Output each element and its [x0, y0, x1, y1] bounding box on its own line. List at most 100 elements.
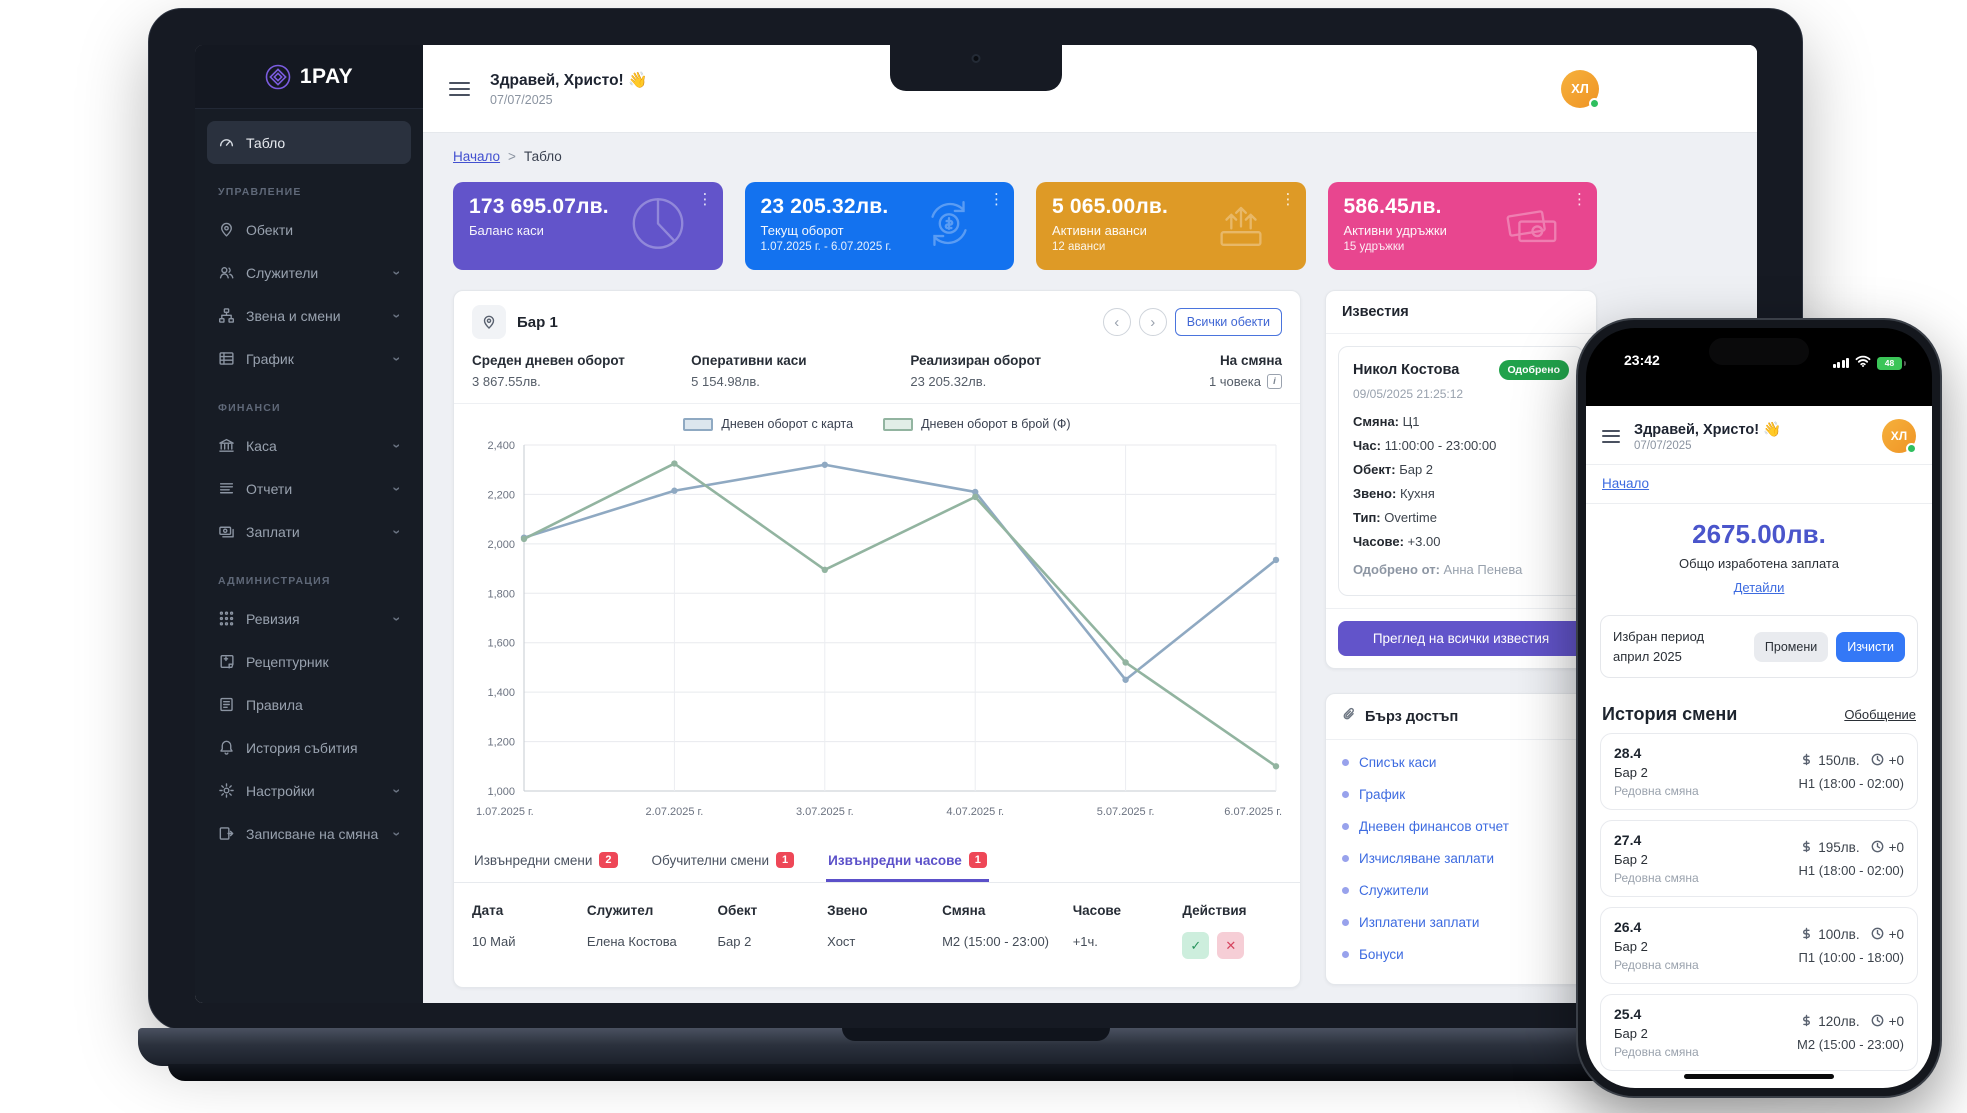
notification-detail-value: 11:00:00 - 23:00:00: [1384, 438, 1497, 454]
breadcrumb-current: Табло: [523, 149, 562, 164]
breadcrumb-home-link[interactable]: Начало: [453, 149, 501, 164]
tab-label: Извънредни смени: [474, 852, 593, 868]
sidebar-item-rules[interactable]: Правила: [207, 683, 411, 726]
quick-access-link[interactable]: Списък каси: [1359, 754, 1437, 770]
shift-history-card[interactable]: 25.4 Бар 2 Редовна смяна 120лв. +0 М2 (15:00 …: [1600, 994, 1918, 1071]
quick-access-item[interactable]: Изчисляване заплати: [1342, 842, 1580, 874]
clear-period-button[interactable]: Изчисти: [1836, 631, 1905, 662]
sidebar-item-report[interactable]: Отчети ›: [207, 467, 411, 510]
chevron-down-icon: ›: [389, 788, 406, 793]
avatar-initials: ХЛ: [1571, 81, 1589, 96]
dollar-icon: [1800, 840, 1813, 856]
sidebar-item-label: Настройки: [246, 782, 315, 799]
sidebar-item-label: Обекти: [246, 221, 294, 238]
quick-access-link[interactable]: График: [1359, 786, 1406, 802]
users-icon: [218, 264, 235, 281]
approve-button[interactable]: ✓: [1182, 932, 1210, 959]
quick-access-item[interactable]: Служители: [1342, 874, 1580, 906]
history-title: История смени: [1602, 704, 1738, 724]
quick-access-link[interactable]: Служители: [1359, 882, 1429, 898]
clock-icon: [1871, 753, 1884, 769]
report-icon: [218, 480, 235, 497]
quick-access-link[interactable]: Изчисляване заплати: [1359, 850, 1495, 866]
stat-card[interactable]: ⋮ 5 065.00лв. Активни аванси 12 аванси: [1036, 182, 1306, 270]
kebab-menu-icon[interactable]: ⋮: [989, 191, 1004, 208]
quick-access-link[interactable]: Бонуси: [1359, 946, 1404, 962]
sidebar-item-org[interactable]: Звена и смени ›: [207, 294, 411, 337]
shift-history-card[interactable]: 28.4 Бар 2 Редовна смяна 150лв. +0 Н1 (18:00 …: [1600, 733, 1918, 810]
panel-stat-number: 3 867.55лв.: [472, 374, 541, 389]
svg-text:2,000: 2,000: [487, 539, 515, 551]
panel-stats-row: Среден дневен оборот 3 867.55лв. Оперативн…: [454, 351, 1300, 404]
quick-access-link[interactable]: Изплатени заплати: [1359, 914, 1480, 930]
stat-card[interactable]: ⋮ 586.45лв. Активни удръжки 15 удръжки: [1327, 182, 1597, 270]
sidebar-item-label: Табло: [246, 134, 286, 151]
hamburger-menu-icon[interactable]: [449, 78, 470, 100]
tab-active[interactable]: Извънредни часове 1: [826, 842, 989, 882]
kebab-menu-icon[interactable]: ⋮: [1280, 191, 1296, 208]
phone-hamburger-menu-icon[interactable]: [1602, 426, 1620, 446]
sidebar-item-bank[interactable]: Каса ›: [207, 424, 411, 467]
shift-history-card[interactable]: 27.4 Бар 2 Редовна смяна 195лв. +0 Н1 (18:00 …: [1600, 820, 1918, 897]
home-indicator[interactable]: [1684, 1074, 1834, 1079]
notification-detail-label: Обект:: [1353, 462, 1396, 478]
stat-card-label: Активни удръжки: [1343, 223, 1447, 238]
sidebar-item-table[interactable]: График ›: [207, 337, 411, 380]
sidebar-item-bell[interactable]: История събития: [207, 726, 411, 769]
kebab-menu-icon[interactable]: ⋮: [697, 191, 713, 208]
notification-detail-label: Час:: [1353, 438, 1381, 454]
tab-item[interactable]: Обучителни смени 1: [650, 842, 797, 882]
phone-user-avatar[interactable]: ХЛ: [1882, 419, 1917, 454]
tab-count-badge: 1: [776, 852, 795, 868]
sidebar-item-gauge[interactable]: Табло: [207, 121, 411, 164]
quick-access-item[interactable]: Списък каси: [1342, 746, 1580, 778]
quick-access-item[interactable]: Изплатени заплати: [1342, 906, 1580, 938]
shift-time-range: М2 (15:00 - 23:00): [1797, 1036, 1904, 1052]
sidebar-item-salary[interactable]: Заплати ›: [207, 510, 411, 553]
tab-count-badge: 1: [968, 852, 987, 868]
chevron-down-icon: ›: [389, 831, 406, 836]
tab-item[interactable]: Извънредни смени 2: [472, 842, 620, 882]
tab-label: Обучителни смени: [651, 852, 770, 868]
panel-stat-value: 3 867.55лв.: [472, 374, 691, 389]
chevron-down-icon: ›: [389, 486, 406, 491]
user-avatar[interactable]: ХЛ: [1561, 69, 1600, 109]
quick-access-item[interactable]: График: [1342, 778, 1580, 810]
table-row: 10 Май Елена Костова Бар 2 Хост М2 (15:00 - …: [472, 928, 1282, 963]
next-object-button[interactable]: ›: [1138, 308, 1167, 336]
view-all-notifications-button[interactable]: Преглед на всички известия: [1338, 621, 1584, 657]
all-objects-button[interactable]: Всички обекти: [1174, 308, 1282, 336]
sidebar-item-users[interactable]: Служители ›: [207, 251, 411, 294]
rules-icon: [218, 696, 235, 713]
table-header-cell: Часове: [1072, 903, 1122, 918]
summary-link[interactable]: Обобщение: [1844, 707, 1916, 722]
reject-button[interactable]: ✕: [1217, 932, 1245, 959]
stat-card[interactable]: ⋮ 23 205.32лв. Текущ оборот 1.07.2025 г. - …: [744, 182, 1014, 270]
quick-access-item[interactable]: Бонуси: [1342, 938, 1580, 970]
prev-object-button[interactable]: ‹: [1102, 308, 1131, 336]
salary-details-link[interactable]: Детайли: [1733, 580, 1785, 595]
shift-object: Бар 2: [1614, 765, 1648, 780]
panel-stat: Оперативни каси 5 154.98лв.: [691, 353, 910, 389]
sidebar-item-pin[interactable]: Обекти: [207, 208, 411, 251]
laptop-mockup: 1PAY Табло УПРАВЛЕНИЕ Обекти Служители › Звен…: [148, 8, 1803, 1030]
sidebar-item-fileplus[interactable]: Рецептурник: [207, 640, 411, 683]
table-header-cell: Обект: [717, 903, 758, 918]
info-icon[interactable]: i: [1266, 374, 1282, 389]
sidebar-item-grid[interactable]: Ревизия ›: [207, 597, 411, 640]
shift-object: Бар 2: [1614, 1026, 1648, 1041]
shift-values: 100лв. +0 П1 (10:00 - 18:00): [1799, 927, 1904, 965]
kebab-menu-icon[interactable]: ⋮: [1572, 191, 1587, 208]
quick-access-item[interactable]: Дневен финансов отчет: [1342, 810, 1580, 842]
phone-home-link[interactable]: Начало: [1602, 476, 1650, 491]
change-period-button[interactable]: Промени: [1753, 631, 1829, 662]
shift-history-card[interactable]: 26.4 Бар 2 Редовна смяна 100лв. +0 П1 (10:00 …: [1600, 907, 1918, 984]
stat-card[interactable]: ⋮ 173 695.07лв. Баланс каси: [453, 182, 723, 270]
quick-access-link[interactable]: Дневен финансов отчет: [1359, 818, 1509, 834]
notifications-title: Известия: [1326, 291, 1596, 334]
sidebar-item-gear[interactable]: Настройки ›: [207, 769, 411, 812]
notification-item[interactable]: Никол Костова Одобрено 09/05/2025 21:25:…: [1338, 346, 1584, 597]
notification-detail-row: Обект: Бар 2: [1353, 458, 1569, 482]
sidebar-item-shift[interactable]: Записване на смяна ›: [207, 812, 411, 855]
shift-info: 26.4 Бар 2 Редовна смяна: [1614, 919, 1699, 972]
